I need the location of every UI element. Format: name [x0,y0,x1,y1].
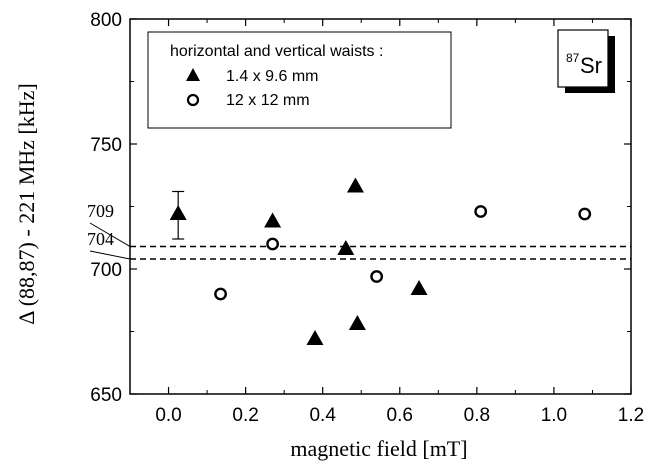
x-axis-title: magnetic field [mT] [290,436,467,461]
data-point-triangle [169,205,187,220]
y-axis-title: Δ (88,87) - 221 MHz [kHz] [14,83,39,324]
legend: horizontal and vertical waists : 1.4 x 9… [147,31,452,129]
x-tick-label: 1.0 [541,405,567,426]
data-point-triangle [346,177,364,193]
badge-box [557,29,609,88]
data-point-triangle [348,315,366,330]
isotope-badge: 87 Sr [557,29,615,93]
data-point-triangle [410,280,428,295]
reference-label-704: 704 [87,229,114,249]
data-point-circle [266,237,279,251]
data-point-triangle [264,212,282,228]
legend-triangle-marker [186,68,200,81]
reference-leader-704 [89,250,131,260]
data-point-circle [214,287,227,301]
data-point-circle [474,205,488,218]
y-tick-label: 650 [90,385,122,406]
legend-circle-marker [186,93,200,107]
x-tick-label: 1.2 [618,405,644,426]
badge-mass-number: 87 [566,51,580,65]
data-point-circle [370,270,384,283]
data-point-circle [578,207,592,221]
reference-label-709: 709 [87,201,114,221]
x-tick-label: 0.6 [387,405,413,426]
x-tick-label: 0.4 [309,405,336,426]
legend-entry-2: 12 x 12 mm [226,92,310,109]
data-markers [169,177,592,345]
badge-element: Sr [580,53,602,78]
y-tick-label: 800 [90,10,122,31]
x-tick-label: 0.0 [155,405,181,426]
legend-entry-1: 1.4 x 9.6 mm [226,68,318,85]
y-tick-label: 700 [90,260,122,281]
axis-ticks: 0.0 0.2 0.4 0.6 0.8 1.0 1.2 650 700 750 800 [90,10,644,426]
x-tick-label: 0.2 [232,405,258,426]
x-tick-label: 0.8 [464,405,490,426]
reference-leader-709 [89,222,131,247]
data-point-triangle [337,240,355,255]
legend-box [147,31,452,129]
y-tick-label: 750 [90,135,122,156]
legend-title: horizontal and vertical waists : [170,43,383,60]
data-point-triangle [306,330,324,345]
